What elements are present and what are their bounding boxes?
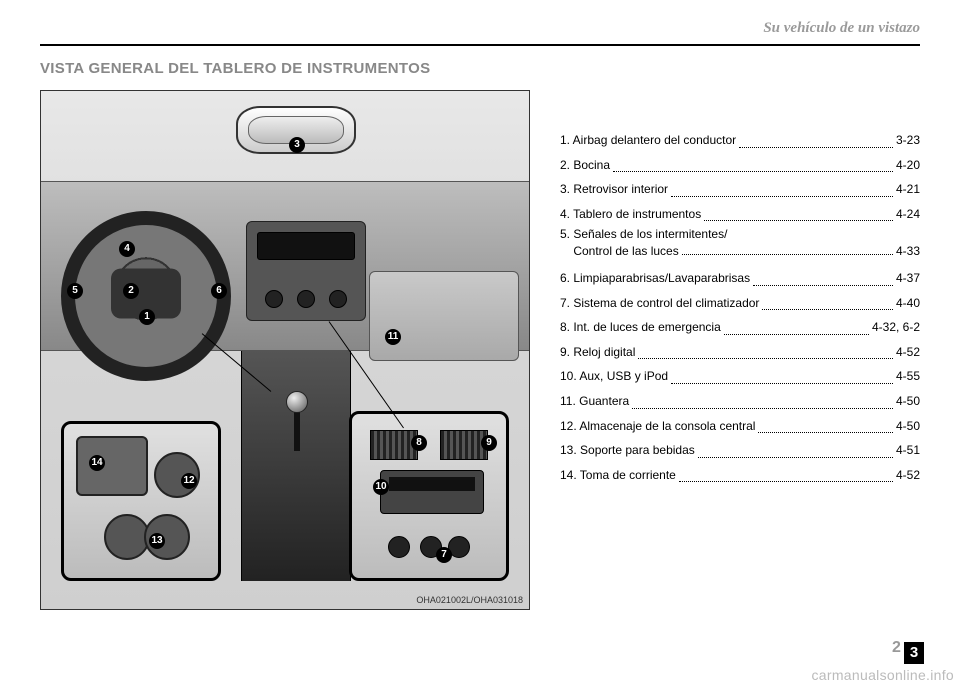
legend-item: 7. Sistema de control del climatizador4-…: [560, 291, 920, 316]
top-rule: [40, 44, 920, 46]
legend-item: 3. Retrovisor interior4-21: [560, 177, 920, 202]
legend-item: 8. Int. de luces de emergencia4-32, 6-2: [560, 315, 920, 340]
legend-item: 10. Aux, USB y iPod4-55: [560, 364, 920, 389]
legend-item: 12. Almacenaje de la consola central4-50: [560, 414, 920, 439]
callout-14: 14: [89, 455, 105, 471]
legend-item: 4. Tablero de instrumentos4-24: [560, 202, 920, 227]
legend-item: 2. Bocina4-20: [560, 153, 920, 178]
callout-9: 9: [481, 435, 497, 451]
callout-8: 8: [411, 435, 427, 451]
legend-item: 13. Soporte para bebidas4-51: [560, 438, 920, 463]
inset-console: [61, 421, 221, 581]
legend-item: 11. Guantera4-50: [560, 389, 920, 414]
legend-item: 14. Toma de corriente4-52: [560, 463, 920, 488]
gear-shifter: [286, 391, 308, 451]
glovebox: [369, 271, 519, 361]
watermark: carmanualsonline.info: [812, 667, 955, 683]
callout-7: 7: [436, 547, 452, 563]
callout-12: 12: [181, 473, 197, 489]
callout-3: 3: [289, 137, 305, 153]
callout-4: 4: [119, 241, 135, 257]
callout-11: 11: [385, 329, 401, 345]
callout-10: 10: [373, 479, 389, 495]
callout-13: 13: [149, 533, 165, 549]
steering-wheel: [61, 211, 231, 381]
center-tunnel: [241, 351, 351, 581]
legend-list: 1. Airbag delantero del conductor3-232. …: [560, 128, 920, 487]
legend-item: 5. Señales de los intermitentes/ Control…: [560, 226, 920, 260]
figure-caption: OHA021002L/OHA031018: [416, 595, 523, 605]
callout-1: 1: [139, 309, 155, 325]
legend-item: 6. Limpiaparabrisas/Lavaparabrisas4-37: [560, 266, 920, 291]
callout-5: 5: [67, 283, 83, 299]
page-number: 2 3: [892, 639, 924, 665]
dashboard-figure: 1 2 3 4 5 6 7 8 9 10 11 12 13 14 OHA0210…: [40, 90, 530, 610]
section-label: Su vehículo de un vistazo: [763, 20, 920, 37]
legend-item: 1. Airbag delantero del conductor3-23: [560, 128, 920, 153]
callout-6: 6: [211, 283, 227, 299]
center-stack: [246, 221, 366, 321]
legend-item: 9. Reloj digital4-52: [560, 340, 920, 365]
callout-2: 2: [123, 283, 139, 299]
page-title: VISTA GENERAL DEL TABLERO DE INSTRUMENTO…: [40, 60, 430, 77]
